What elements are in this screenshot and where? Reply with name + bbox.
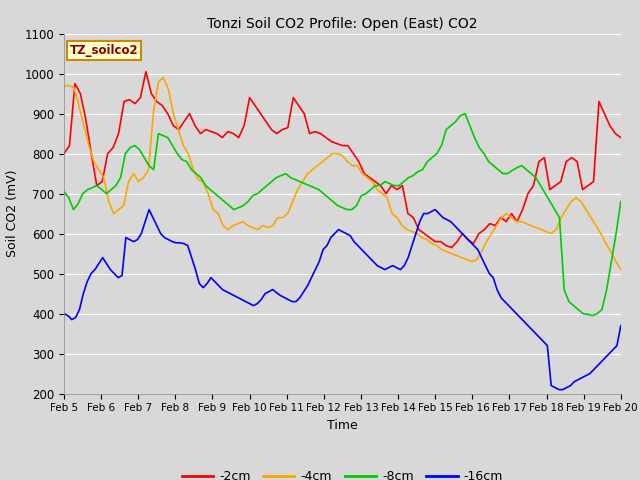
-2cm bbox=[142, 69, 150, 74]
-8cm bbox=[461, 111, 469, 117]
Line: -8cm: -8cm bbox=[64, 114, 621, 316]
-8cm bbox=[173, 151, 181, 156]
-2cm bbox=[579, 187, 586, 192]
-16cm bbox=[87, 271, 95, 276]
-8cm bbox=[386, 180, 394, 186]
-2cm bbox=[573, 159, 581, 165]
-4cm bbox=[617, 267, 625, 273]
-8cm bbox=[513, 165, 521, 170]
X-axis label: Time: Time bbox=[327, 419, 358, 432]
Line: -4cm: -4cm bbox=[64, 78, 621, 270]
-8cm bbox=[541, 191, 549, 196]
-16cm bbox=[617, 323, 625, 328]
-4cm bbox=[75, 103, 83, 108]
-4cm bbox=[60, 83, 68, 88]
-8cm bbox=[470, 135, 478, 141]
-16cm bbox=[555, 387, 563, 393]
-2cm bbox=[589, 179, 597, 184]
-16cm bbox=[64, 313, 72, 319]
-2cm bbox=[60, 151, 68, 156]
-2cm bbox=[218, 135, 226, 141]
-4cm bbox=[80, 123, 88, 129]
-16cm bbox=[486, 271, 493, 276]
-8cm bbox=[60, 189, 68, 194]
-4cm bbox=[159, 75, 167, 81]
-4cm bbox=[527, 223, 535, 228]
Line: -2cm: -2cm bbox=[64, 72, 621, 248]
-4cm bbox=[244, 223, 252, 228]
-2cm bbox=[388, 183, 396, 189]
-16cm bbox=[60, 311, 68, 316]
-2cm bbox=[617, 135, 625, 141]
-16cm bbox=[145, 207, 153, 213]
-8cm bbox=[617, 199, 625, 204]
Title: Tonzi Soil CO2 Profile: Open (East) CO2: Tonzi Soil CO2 Profile: Open (East) CO2 bbox=[207, 17, 477, 31]
-4cm bbox=[483, 239, 490, 244]
-16cm bbox=[501, 299, 509, 304]
-8cm bbox=[589, 313, 596, 319]
-8cm bbox=[235, 204, 243, 210]
-16cm bbox=[586, 371, 594, 376]
Text: TZ_soilco2: TZ_soilco2 bbox=[70, 44, 138, 58]
Legend: -2cm, -4cm, -8cm, -16cm: -2cm, -4cm, -8cm, -16cm bbox=[177, 465, 508, 480]
-16cm bbox=[385, 264, 392, 270]
-2cm bbox=[448, 245, 456, 251]
-2cm bbox=[563, 159, 570, 165]
Line: -16cm: -16cm bbox=[64, 210, 621, 390]
-4cm bbox=[582, 207, 590, 213]
Y-axis label: Soil CO2 (mV): Soil CO2 (mV) bbox=[6, 170, 19, 257]
